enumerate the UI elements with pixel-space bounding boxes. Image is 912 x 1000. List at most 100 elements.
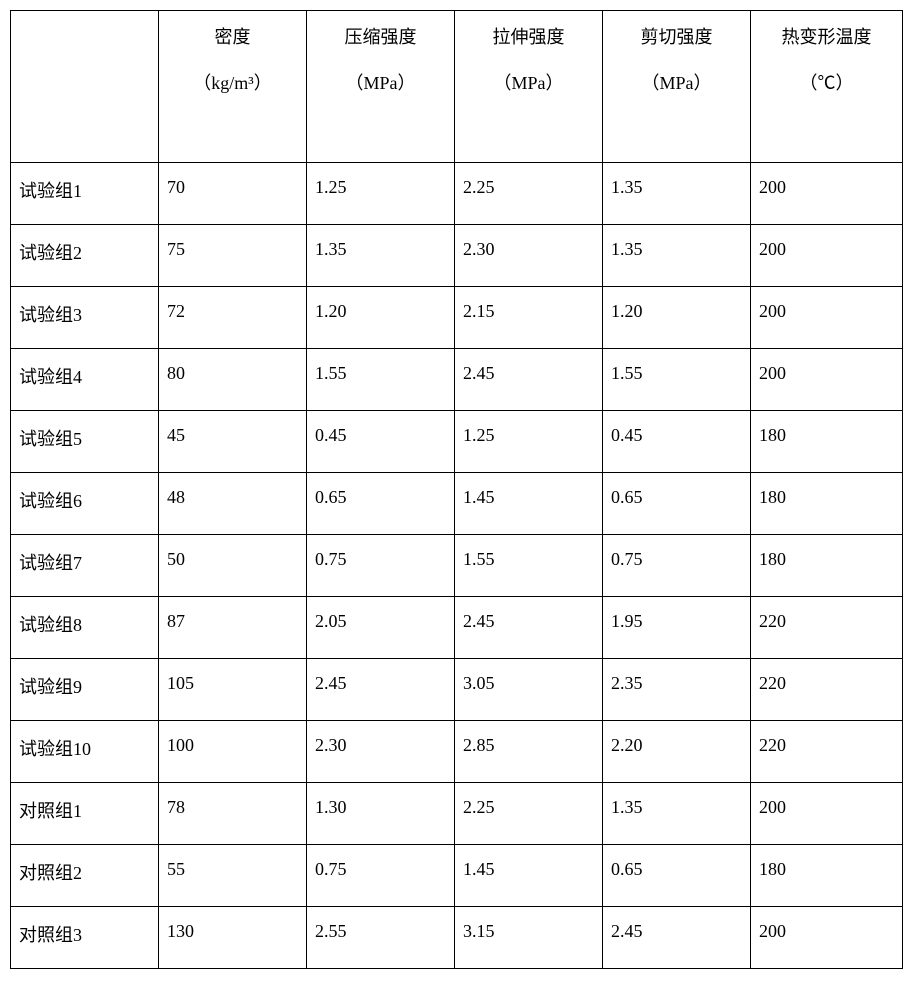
data-cell: 105 <box>159 659 307 721</box>
data-cell: 0.75 <box>307 535 455 597</box>
data-cell: 2.85 <box>455 721 603 783</box>
header-label: 密度 <box>163 23 302 49</box>
data-cell: 1.25 <box>455 411 603 473</box>
data-cell: 2.20 <box>603 721 751 783</box>
data-cell: 0.65 <box>603 845 751 907</box>
data-cell: 1.35 <box>307 225 455 287</box>
data-cell: 2.45 <box>603 907 751 969</box>
header-label: 压缩强度 <box>311 23 450 49</box>
data-cell: 78 <box>159 783 307 845</box>
data-cell: 130 <box>159 907 307 969</box>
data-cell: 0.75 <box>603 535 751 597</box>
data-cell: 1.55 <box>603 349 751 411</box>
header-cell-blank <box>11 11 159 163</box>
header-unit: （kg/m³） <box>163 69 302 95</box>
header-cell-compressive-strength: 压缩强度 （MPa） <box>307 11 455 163</box>
data-cell: 1.20 <box>603 287 751 349</box>
header-unit: （MPa） <box>607 69 746 95</box>
data-cell: 45 <box>159 411 307 473</box>
table-row: 试验组4801.552.451.55200 <box>11 349 903 411</box>
data-cell: 2.35 <box>603 659 751 721</box>
table-row: 对照组1781.302.251.35200 <box>11 783 903 845</box>
table-row: 试验组91052.453.052.35220 <box>11 659 903 721</box>
data-cell: 0.65 <box>307 473 455 535</box>
header-unit: （℃） <box>755 69 898 95</box>
header-unit: （MPa） <box>459 69 598 95</box>
data-cell: 220 <box>751 659 903 721</box>
row-label-cell: 试验组5 <box>11 411 159 473</box>
header-unit: （MPa） <box>311 69 450 95</box>
data-cell: 2.55 <box>307 907 455 969</box>
data-cell: 2.30 <box>307 721 455 783</box>
data-cell: 1.35 <box>603 225 751 287</box>
data-cell: 1.30 <box>307 783 455 845</box>
data-cell: 180 <box>751 535 903 597</box>
data-cell: 180 <box>751 845 903 907</box>
data-cell: 1.20 <box>307 287 455 349</box>
data-cell: 3.05 <box>455 659 603 721</box>
data-cell: 50 <box>159 535 307 597</box>
data-cell: 48 <box>159 473 307 535</box>
row-label-cell: 试验组8 <box>11 597 159 659</box>
data-cell: 2.45 <box>455 597 603 659</box>
data-cell: 1.95 <box>603 597 751 659</box>
table-row: 试验组101002.302.852.20220 <box>11 721 903 783</box>
table-header: 密度 （kg/m³） 压缩强度 （MPa） 拉伸强度 （MPa） 剪切强度 （M… <box>11 11 903 163</box>
data-cell: 70 <box>159 163 307 225</box>
header-cell-density: 密度 （kg/m³） <box>159 11 307 163</box>
data-cell: 1.45 <box>455 473 603 535</box>
table-row: 试验组7500.751.550.75180 <box>11 535 903 597</box>
row-label-cell: 试验组4 <box>11 349 159 411</box>
header-cell-heat-deflection-temp: 热变形温度 （℃） <box>751 11 903 163</box>
data-cell: 75 <box>159 225 307 287</box>
row-label-cell: 试验组1 <box>11 163 159 225</box>
row-label-cell: 试验组9 <box>11 659 159 721</box>
header-row: 密度 （kg/m³） 压缩强度 （MPa） 拉伸强度 （MPa） 剪切强度 （M… <box>11 11 903 163</box>
table-row: 试验组3721.202.151.20200 <box>11 287 903 349</box>
data-cell: 2.45 <box>307 659 455 721</box>
data-cell: 180 <box>751 473 903 535</box>
row-label-cell: 对照组3 <box>11 907 159 969</box>
row-label-cell: 试验组10 <box>11 721 159 783</box>
data-cell: 1.35 <box>603 783 751 845</box>
data-cell: 1.45 <box>455 845 603 907</box>
data-cell: 55 <box>159 845 307 907</box>
table-row: 试验组8872.052.451.95220 <box>11 597 903 659</box>
data-cell: 100 <box>159 721 307 783</box>
data-cell: 87 <box>159 597 307 659</box>
data-cell: 200 <box>751 907 903 969</box>
data-cell: 220 <box>751 721 903 783</box>
table-row: 试验组6480.651.450.65180 <box>11 473 903 535</box>
data-cell: 0.75 <box>307 845 455 907</box>
table-row: 对照组2550.751.450.65180 <box>11 845 903 907</box>
header-label: 热变形温度 <box>755 23 898 49</box>
data-cell: 0.45 <box>307 411 455 473</box>
table-row: 对照组31302.553.152.45200 <box>11 907 903 969</box>
data-cell: 220 <box>751 597 903 659</box>
table-row: 试验组5450.451.250.45180 <box>11 411 903 473</box>
row-label-cell: 试验组7 <box>11 535 159 597</box>
row-label-cell: 对照组1 <box>11 783 159 845</box>
data-cell: 0.45 <box>603 411 751 473</box>
header-label: 拉伸强度 <box>459 23 598 49</box>
data-cell: 200 <box>751 163 903 225</box>
row-label-cell: 对照组2 <box>11 845 159 907</box>
header-cell-shear-strength: 剪切强度 （MPa） <box>603 11 751 163</box>
row-label-cell: 试验组6 <box>11 473 159 535</box>
data-cell: 180 <box>751 411 903 473</box>
data-cell: 1.55 <box>455 535 603 597</box>
data-cell: 2.25 <box>455 163 603 225</box>
data-cell: 200 <box>751 349 903 411</box>
data-cell: 3.15 <box>455 907 603 969</box>
data-cell: 200 <box>751 287 903 349</box>
data-cell: 2.45 <box>455 349 603 411</box>
data-cell: 2.25 <box>455 783 603 845</box>
row-label-cell: 试验组2 <box>11 225 159 287</box>
header-label: 剪切强度 <box>607 23 746 49</box>
table-row: 试验组1701.252.251.35200 <box>11 163 903 225</box>
row-label-cell: 试验组3 <box>11 287 159 349</box>
table-body: 试验组1701.252.251.35200试验组2751.352.301.352… <box>11 163 903 969</box>
data-cell: 2.15 <box>455 287 603 349</box>
data-cell: 2.05 <box>307 597 455 659</box>
data-cell: 200 <box>751 225 903 287</box>
